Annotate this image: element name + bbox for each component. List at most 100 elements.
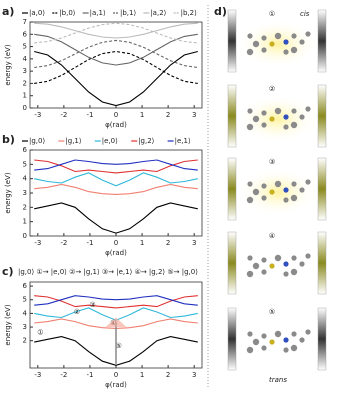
step-label: ② [269,85,275,93]
series-line [34,159,198,171]
atom [283,187,289,193]
x-tick-label: 3 [192,239,196,247]
atom [261,122,267,128]
series-line [34,295,198,306]
panel-label: b) [2,133,15,146]
atom [252,188,260,196]
bar [317,9,327,73]
atom [247,108,253,114]
x-tick-label: 1 [140,111,144,119]
series-line [34,33,198,66]
atom [246,346,254,354]
y-tick-label: 1 [23,218,27,226]
atom [290,344,298,352]
atom [291,181,297,187]
x-tick-label: -2 [60,371,67,379]
series-line [34,22,198,39]
atom [246,48,254,56]
atom [269,189,275,195]
atom [261,183,267,189]
atom [261,35,267,41]
atom [283,337,289,343]
y-tick-label: 6 [23,282,28,290]
y-axis-label: energy (eV) [4,172,12,213]
atom [305,179,311,185]
atom [291,33,297,39]
atom [283,124,289,130]
legend-label: |g,1⟩ [65,137,81,145]
legend-label: |b,1⟩ [120,9,136,17]
atom [261,47,267,53]
atom [247,331,253,337]
x-tick-label: 3 [192,371,196,379]
x-tick-label: 2 [166,371,170,379]
atom [261,269,267,275]
y-tick-label: 5 [23,296,27,304]
y-tick-label: 3 [23,67,27,75]
atom [247,181,253,187]
bar [227,231,237,295]
step-label: ① [269,10,275,18]
atom [252,40,260,48]
atom [299,114,305,120]
cis-label: cis [300,10,310,18]
atom [261,110,267,116]
x-tick-label: -1 [86,111,93,119]
atom [261,333,267,339]
legend-label: |g,0⟩ [29,137,45,145]
x-tick-label: -2 [60,239,67,247]
atom [252,338,260,346]
annotation: ② [74,308,80,316]
glow [238,168,318,216]
atom [291,255,297,261]
y-tick-label: 2 [23,203,27,211]
series-line [34,39,198,69]
plot-frame [29,149,203,237]
atom [283,261,289,267]
atom [246,270,254,278]
series-line [34,50,198,107]
series-line [34,172,198,187]
y-axis-label: energy (eV) [4,44,12,85]
legend-label: |a,2⟩ [150,9,166,17]
panel-label: d) [214,5,227,18]
atom [269,41,275,47]
annotation: ③ [89,301,95,309]
x-tick-label: 1 [140,371,144,379]
atom [246,196,254,204]
panel-d: d) ① ② ③ ④ ⑤ cis trans [214,5,327,384]
atom [290,268,298,276]
bar [317,157,327,221]
atom [283,114,289,120]
atom [261,345,267,351]
bar [227,84,237,148]
series-line [34,295,198,309]
atom [246,123,254,131]
x-tick-label: 2 [166,111,170,119]
series-line [34,183,198,195]
atom [274,330,282,338]
y-tick-label: 7 [23,18,27,26]
legend-label: |a,1⟩ [90,9,106,17]
atom [299,261,305,267]
atom [274,32,282,40]
atom [305,329,311,335]
annotation: ⑤ [115,342,121,350]
atom [247,33,253,39]
x-tick-label: 3 [192,111,196,119]
x-axis-label: φ(rad) [105,249,127,257]
x-tick-label: 2 [166,239,170,247]
y-tick-label: 5 [23,160,27,168]
x-tick-label: -2 [60,111,67,119]
x-tick-label: 0 [114,239,118,247]
glow [238,20,318,68]
y-tick-label: 2 [23,79,27,87]
step-label: ④ [269,232,275,240]
x-axis-label: φ(rad) [105,381,127,389]
atom [269,263,275,269]
atom [291,331,297,337]
x-tick-label: 1 [140,239,144,247]
x-tick-label: 0 [114,111,118,119]
x-tick-label: -3 [34,371,41,379]
